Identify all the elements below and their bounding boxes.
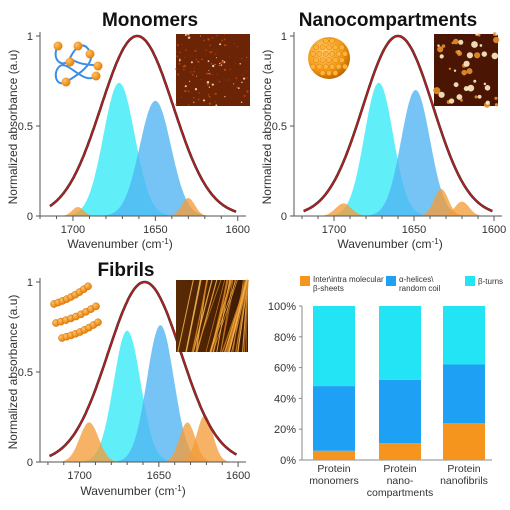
x-axis-label-nanocompartments: Wavenumber (cm-1) (337, 237, 442, 252)
y-tick-label: 1 (27, 31, 33, 43)
sphere-icon (308, 37, 350, 79)
component-band-sheet (433, 201, 491, 216)
spectrum-panel-monomers: Monomers 0 0.5 1 1700 1650 1600 Normalized ab… (6, 10, 250, 251)
bar-plot-area: 0%20%40%60%80%100%ProteinmonomersProtein… (268, 301, 492, 499)
y-tick-label: 0% (280, 455, 296, 467)
component-band-sheet (162, 198, 215, 216)
x-tick-label: 1600 (226, 224, 250, 236)
y-tick-label: 100% (268, 301, 296, 313)
plot-area-monomers: 0 0.5 1 1700 1650 1600 (18, 31, 250, 236)
legend-label: β-sheets (313, 284, 344, 293)
panel-title-nanocompartments: Nanocompartments (299, 10, 477, 31)
afm-image-nanocompartments (433, 32, 500, 108)
afm-image-fibrils (176, 279, 249, 353)
component-band-turn (321, 82, 437, 216)
y-tick-label: 60% (274, 363, 296, 375)
bar-segment-helix (443, 364, 485, 424)
bar-segment-sheet (379, 443, 421, 460)
component-band-sheet (54, 207, 101, 216)
spectrum-panel-fibrils: Fibrils 0 0.5 1 1700 1650 1600 Normalized abs… (6, 260, 250, 498)
legend-label: random coil (399, 284, 441, 293)
component-band-helix (92, 100, 218, 216)
component-band-sheet (311, 203, 376, 216)
y-tick-label: 40% (274, 393, 296, 405)
y-tick-label: 0 (27, 211, 33, 223)
component-band-helix (358, 90, 474, 216)
y-tick-label: 0 (281, 211, 287, 223)
component-band-turn (73, 330, 181, 462)
x-tick-label: 1600 (226, 470, 250, 482)
y-tick-label: 0.5 (18, 367, 33, 379)
y-axis-label-nanocompartments: Normalized absorbance (a.u) (260, 50, 274, 205)
legend-swatch-helix (386, 276, 396, 286)
y-tick-label: 0 (27, 457, 33, 469)
component-band-turn (56, 82, 182, 216)
x-tick-label: 1700 (322, 224, 346, 236)
y-tick-label: 20% (274, 424, 296, 436)
envelope-curve (303, 35, 493, 212)
legend-label: β-turns (478, 277, 503, 286)
x-tick-label: 1650 (402, 224, 426, 236)
fibril-chains-icon (50, 282, 102, 342)
y-axis-label-monomers: Normalized absorbance (a.u) (6, 50, 20, 205)
plot-area-fibrils: 0 0.5 1 1700 1650 1600 (18, 277, 251, 482)
y-axis-label-fibrils: Normalized absorbance (a.u) (6, 295, 20, 450)
bar-segment-helix (313, 386, 355, 451)
panel-title-fibrils: Fibrils (97, 260, 154, 281)
spectrum-panel-nanocompartments: Nanocompartments 0 0.5 1 1700 1650 1600 Norma… (260, 10, 506, 251)
category-label: nano- (387, 475, 414, 487)
y-tick-label: 0.5 (18, 121, 33, 133)
x-tick-label: 1650 (143, 224, 167, 236)
component-band-sheet (51, 422, 128, 462)
component-band-helix (106, 325, 215, 462)
x-axis-label-monomers: Wavenumber (cm-1) (67, 237, 172, 252)
bar-segment-turn (379, 306, 421, 380)
category-label: Protein (317, 463, 350, 475)
bar-segment-helix (379, 379, 421, 444)
envelope-curve (49, 281, 237, 457)
legend-swatch-sheet (300, 276, 310, 286)
x-tick-label: 1600 (482, 224, 506, 236)
category-label: compartments (367, 487, 434, 499)
category-label: nanofibrils (440, 475, 488, 487)
bar-segment-turn (443, 306, 485, 365)
legend-swatch-turn (465, 276, 475, 286)
y-tick-label: 1 (27, 277, 33, 289)
legend-label: α-helices\ (399, 275, 434, 284)
bar-segment-turn (313, 306, 355, 387)
x-axis-label-fibrils: Wavenumber (cm-1) (80, 484, 185, 499)
component-band-sheet (173, 415, 237, 462)
component-band-sheet (412, 189, 470, 216)
y-tick-label: 1 (281, 31, 287, 43)
category-label: Protein (383, 463, 416, 475)
coil-chain-icon (53, 41, 103, 87)
envelope-curve (49, 35, 237, 213)
x-tick-label: 1650 (147, 470, 171, 482)
y-tick-label: 0.5 (272, 121, 287, 133)
category-label: Protein (447, 463, 480, 475)
plot-area-nanocompartments: 0 0.5 1 1700 1650 1600 (272, 31, 507, 236)
category-label: monomers (309, 475, 359, 487)
panel-title-monomers: Monomers (102, 10, 198, 31)
bar-segment-sheet (313, 450, 355, 460)
y-tick-label: 80% (274, 332, 296, 344)
x-tick-label: 1700 (61, 224, 85, 236)
component-band-sheet (155, 422, 220, 462)
bar-segment-sheet (443, 423, 485, 460)
x-tick-label: 1700 (67, 470, 91, 482)
legend-label: Inter\intra molecular (313, 275, 384, 284)
afm-image-monomers (175, 33, 250, 107)
